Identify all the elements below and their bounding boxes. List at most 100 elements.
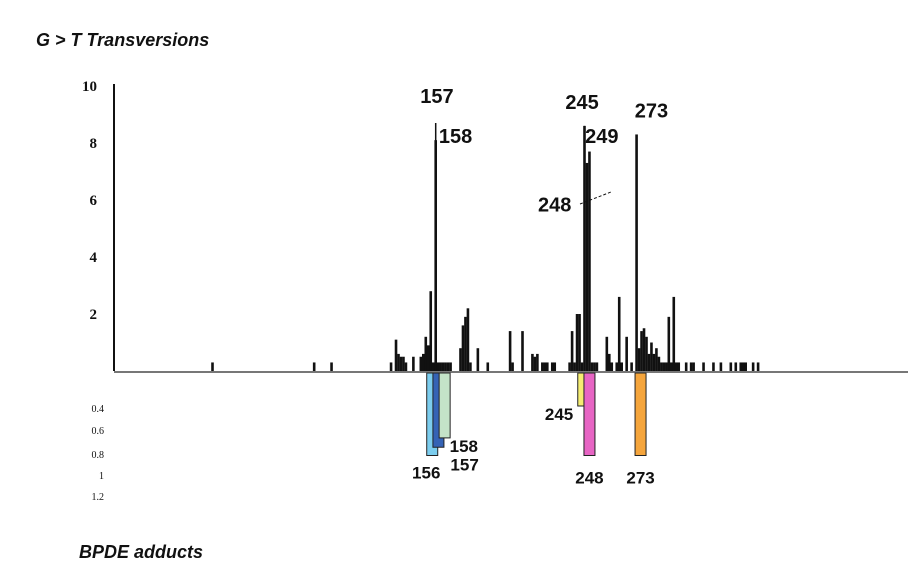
top-bar	[744, 362, 747, 371]
top-ytick-label: 10	[82, 79, 97, 95]
top-ytick-label: 2	[90, 307, 98, 323]
top-bar	[719, 362, 723, 371]
top-bar	[655, 348, 658, 371]
annotation-245: 245	[565, 92, 598, 114]
top-ytick-label: 6	[90, 193, 98, 209]
bottom-ytick-label: 1.2	[92, 492, 105, 503]
top-bar	[449, 362, 452, 371]
top-bar	[543, 362, 547, 371]
top-y-ticks: 10 8 6 4 2	[82, 79, 98, 323]
top-bar	[689, 362, 693, 371]
top-bar	[466, 308, 470, 371]
top-bar	[399, 356, 403, 371]
top-bar	[211, 362, 214, 371]
annotation-157: 157	[420, 86, 453, 108]
top-bar	[429, 291, 433, 371]
top-bar	[394, 339, 398, 371]
top-bar	[424, 336, 428, 371]
top-bar	[593, 362, 596, 371]
top-bar	[756, 362, 760, 371]
annotation-249: 249	[585, 126, 618, 148]
top-bar	[751, 362, 755, 371]
adduct-label-273: 273	[626, 469, 654, 488]
top-bar	[404, 362, 408, 371]
top-bar	[712, 362, 715, 371]
top-bar	[674, 362, 678, 371]
top-bar	[617, 296, 621, 371]
bottom-bars	[426, 372, 647, 456]
top-bar	[585, 162, 589, 371]
top-bar	[422, 353, 425, 371]
top-bar	[684, 362, 688, 371]
bottom-ytick-label: 0.8	[92, 450, 105, 461]
top-bar	[412, 356, 415, 371]
top-bar	[541, 362, 544, 371]
top-bar	[672, 296, 676, 371]
top-bar	[431, 362, 435, 371]
top-bar	[312, 362, 316, 371]
top-annotations: 157 158 245 249 273 248	[420, 86, 668, 216]
top-bar	[729, 362, 733, 371]
top-bar	[508, 331, 512, 371]
top-bar	[677, 362, 681, 371]
top-bar	[734, 362, 738, 371]
top-bar	[741, 362, 745, 371]
top-bar	[608, 353, 611, 371]
top-bar	[573, 362, 576, 371]
top-bar	[647, 353, 651, 371]
top-bar	[446, 362, 450, 371]
top-bar	[439, 362, 442, 371]
top-bar	[578, 314, 581, 371]
annotation-248: 248	[538, 194, 571, 216]
top-bar	[533, 356, 537, 371]
adduct-label-158: 158	[450, 437, 478, 456]
top-bar	[702, 362, 705, 371]
top-bar	[444, 362, 447, 371]
adduct-bar-158	[438, 372, 451, 439]
bottom-panel-title: BPDE adducts	[79, 542, 203, 562]
bottom-y-ticks: 0.4 0.6 0.8 1 1.2	[92, 404, 105, 503]
top-bar	[667, 316, 671, 371]
annotation-273: 273	[635, 100, 668, 122]
top-bar	[662, 362, 666, 371]
top-bar	[575, 314, 579, 371]
top-bar	[546, 362, 549, 371]
adduct-bar-248	[583, 372, 596, 456]
top-bar	[590, 362, 594, 371]
adduct-label-248: 248	[575, 469, 603, 488]
top-bar	[441, 362, 445, 371]
top-bar	[476, 348, 480, 371]
top-panel-title: G > T Transversions	[36, 30, 209, 50]
top-bar	[531, 353, 534, 371]
top-bar	[642, 328, 646, 371]
top-bar	[521, 331, 524, 371]
label-248-leader	[579, 191, 612, 205]
top-bar	[426, 345, 430, 371]
top-bar	[568, 362, 571, 371]
top-ytick-label: 8	[90, 136, 98, 152]
top-bar	[550, 362, 554, 371]
top-bar	[610, 362, 614, 371]
top-bar	[330, 362, 333, 371]
bottom-ytick-label: 0.4	[92, 404, 105, 415]
top-bar	[650, 342, 653, 371]
top-bar	[660, 362, 663, 371]
top-bar	[389, 362, 393, 371]
top-bar	[615, 362, 619, 371]
top-bar	[464, 316, 467, 371]
top-bar	[637, 348, 641, 371]
adduct-bar-273	[634, 372, 647, 456]
top-bar	[652, 353, 656, 371]
top-bar	[580, 362, 584, 371]
top-bar	[588, 151, 591, 371]
top-callout-lines	[434, 123, 638, 371]
top-bar	[570, 331, 574, 371]
annotation-158: 158	[439, 126, 472, 148]
top-bar	[692, 362, 695, 371]
top-bar	[536, 353, 539, 371]
adduct-label-157: 157	[450, 455, 478, 474]
top-bar	[459, 348, 462, 371]
top-bar	[553, 362, 557, 371]
bottom-ytick-label: 0.6	[92, 426, 105, 437]
